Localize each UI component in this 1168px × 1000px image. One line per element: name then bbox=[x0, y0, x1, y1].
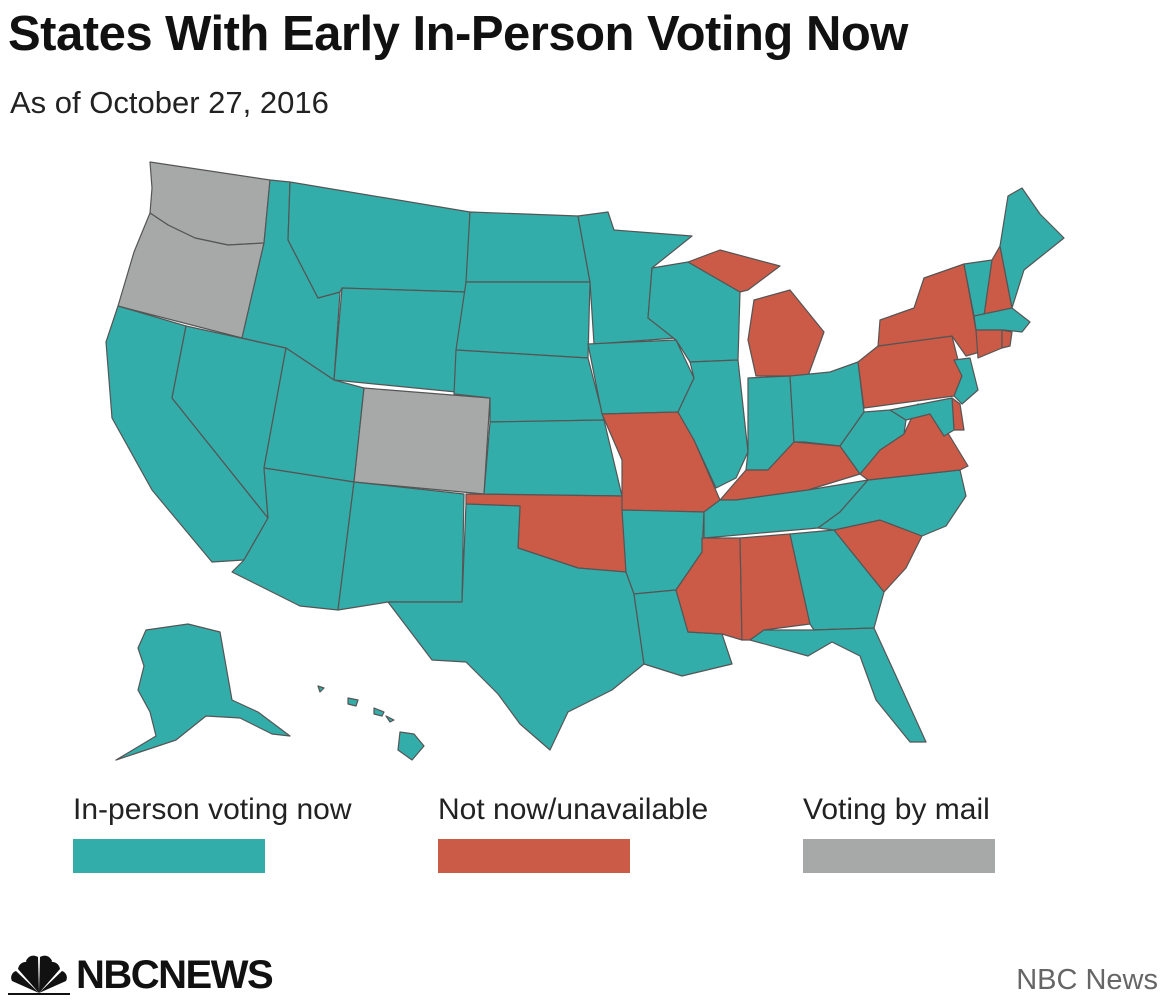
state-NC bbox=[817, 469, 967, 537]
state-RI bbox=[1001, 329, 1013, 349]
legend-item-not-now: Not now/unavailable bbox=[438, 790, 708, 873]
state-MT bbox=[287, 181, 471, 299]
legend-label: In-person voting now bbox=[73, 793, 352, 826]
state-KS bbox=[483, 419, 623, 497]
legend-swatch bbox=[73, 839, 265, 873]
us-map bbox=[105, 161, 1065, 761]
logo-wordmark: NBCNEWS bbox=[76, 953, 274, 997]
legend-swatch bbox=[803, 839, 995, 873]
legend-label: Not now/unavailable bbox=[438, 793, 709, 826]
state-ND bbox=[465, 211, 591, 283]
state-WV bbox=[839, 409, 907, 475]
state-HI bbox=[317, 685, 425, 761]
state-PA bbox=[857, 335, 963, 409]
legend-item-in-person: In-person voting now bbox=[73, 790, 352, 873]
source-credit: NBC News bbox=[1016, 964, 1158, 996]
legend: In-person voting now Not now/unavailable… bbox=[0, 790, 1168, 880]
state-IA bbox=[587, 339, 695, 415]
nbc-news-logo: NBCNEWS bbox=[8, 953, 274, 997]
state-NM bbox=[337, 481, 465, 611]
state-AK bbox=[115, 623, 291, 761]
legend-swatch bbox=[438, 839, 630, 873]
state-WY bbox=[333, 287, 467, 393]
legend-label: Voting by mail bbox=[803, 793, 990, 826]
peacock-icon bbox=[8, 955, 70, 995]
state-ME bbox=[999, 187, 1065, 309]
page-subtitle: As of October 27, 2016 bbox=[10, 85, 329, 120]
state-MD bbox=[889, 397, 955, 437]
state-CO bbox=[353, 387, 491, 495]
state-IL bbox=[677, 359, 749, 489]
state-CT bbox=[975, 329, 1003, 359]
state-NJ bbox=[953, 357, 979, 405]
state-SD bbox=[455, 281, 591, 359]
legend-item-mail: Voting by mail bbox=[803, 790, 995, 873]
page-title: States With Early In-Person Voting Now bbox=[8, 7, 908, 61]
state-TX bbox=[387, 503, 645, 751]
state-FL bbox=[749, 627, 927, 743]
